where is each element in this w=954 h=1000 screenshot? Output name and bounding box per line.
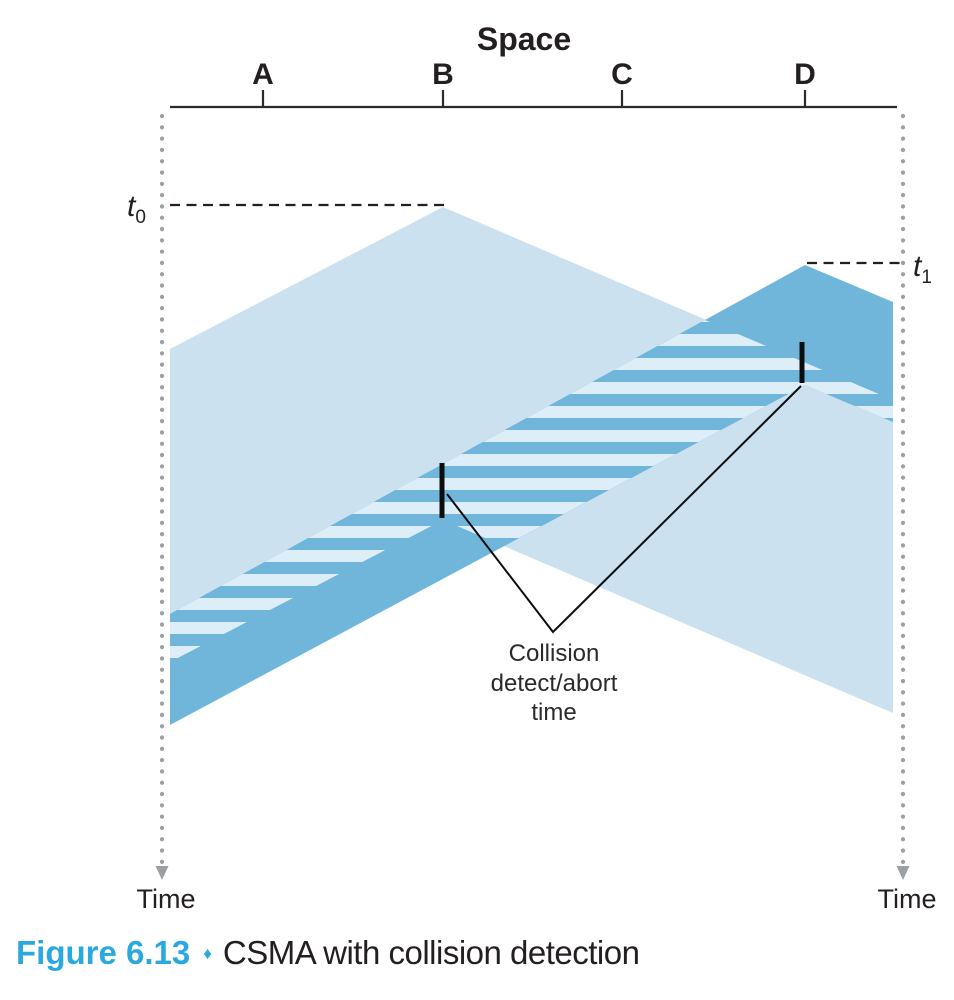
collision-callout-text: Collision detect/abort time	[491, 640, 618, 726]
figure-caption-title: CSMA with collision detection	[223, 934, 640, 971]
time-label-right: Time	[878, 884, 937, 914]
collision-callout-line2: detect/abort	[491, 670, 618, 697]
station-c-label: C	[611, 58, 633, 91]
t0-label-base: t	[127, 190, 137, 223]
t0-label-sub: 0	[135, 207, 146, 228]
time-arrowhead-right	[896, 866, 910, 880]
collision-callout-line1: Collision	[509, 640, 600, 667]
time-label-left: Time	[137, 884, 196, 914]
t1-label-sub: 1	[921, 267, 932, 288]
station-b-label: B	[432, 58, 454, 91]
station-d-label: D	[794, 58, 816, 91]
collision-overlap-region	[170, 320, 893, 662]
figure-caption-number: Figure 6.13	[16, 934, 190, 971]
figure-caption-diamond-icon: ♦	[203, 944, 212, 963]
t0-label: t0	[127, 190, 146, 228]
collision-callout-line3: time	[531, 699, 576, 726]
space-axis-label: Space	[477, 21, 571, 57]
station-a-label: A	[252, 58, 274, 91]
figure-caption: Figure 6.13 ♦ CSMA with collision detectio…	[16, 934, 639, 971]
t1-label-base: t	[913, 250, 923, 283]
t1-label: t1	[913, 250, 932, 288]
time-arrowhead-left	[155, 866, 169, 880]
callout-leader-lines	[446, 385, 802, 634]
